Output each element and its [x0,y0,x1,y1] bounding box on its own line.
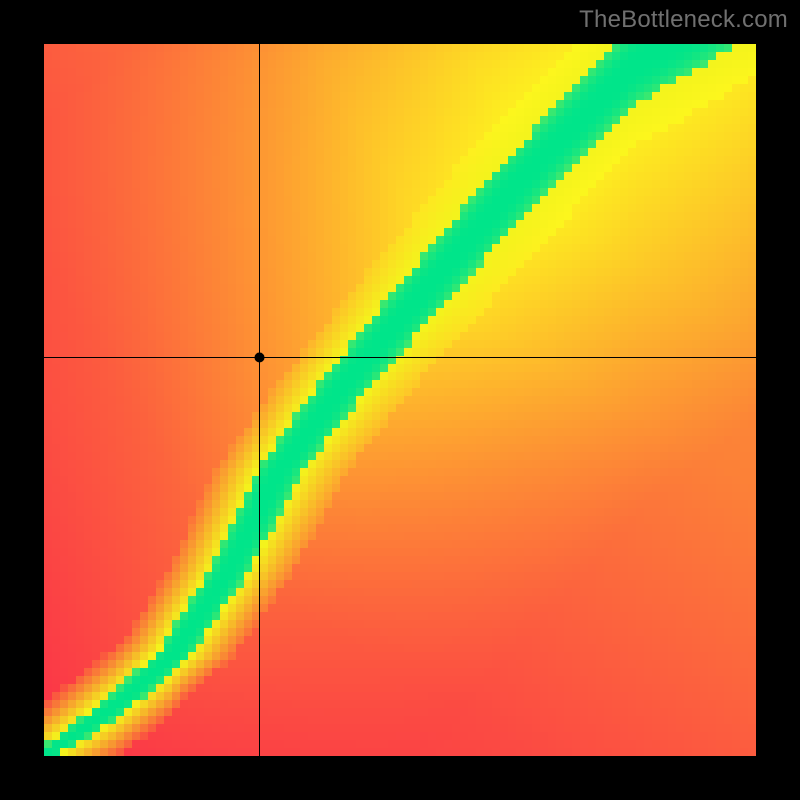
heatmap-canvas [0,0,800,800]
chart-root: TheBottleneck.com [0,0,800,800]
watermark-text: TheBottleneck.com [579,6,788,34]
